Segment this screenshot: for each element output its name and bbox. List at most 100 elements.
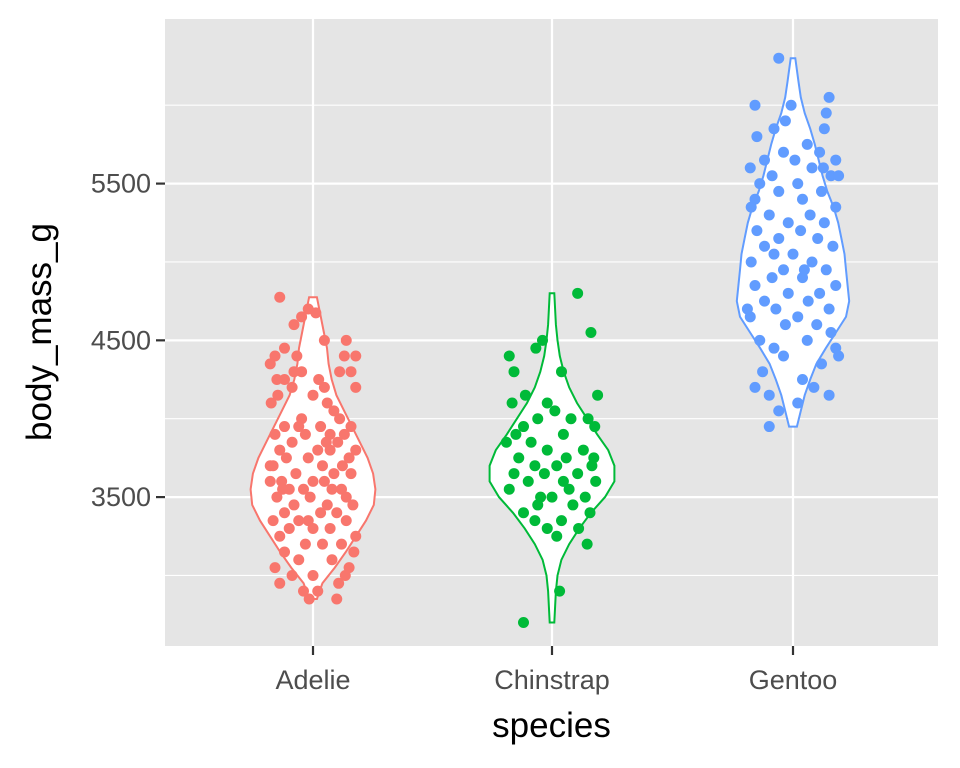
data-point <box>293 554 305 566</box>
data-point <box>350 444 362 456</box>
data-point <box>581 538 593 550</box>
y-tick-label: 5500 <box>91 169 151 199</box>
data-point <box>529 515 541 527</box>
data-point <box>818 217 830 229</box>
data-point <box>557 428 569 440</box>
data-point <box>798 264 810 276</box>
data-point <box>792 311 804 323</box>
data-point <box>754 178 766 190</box>
data-point <box>757 366 769 378</box>
data-point <box>529 460 541 472</box>
data-point <box>754 334 766 346</box>
data-point <box>271 374 283 386</box>
data-point <box>288 499 300 511</box>
data-point <box>789 154 801 166</box>
data-point <box>565 413 577 425</box>
y-axis-title: body_mass_g <box>20 223 59 441</box>
data-point <box>336 538 347 550</box>
data-point <box>530 342 542 354</box>
data-point <box>830 279 842 291</box>
data-point <box>331 593 343 605</box>
data-point <box>264 460 276 472</box>
data-point <box>307 389 319 401</box>
x-tick-label: Chinstrap <box>494 665 610 695</box>
data-point <box>334 413 346 425</box>
data-point <box>768 123 780 135</box>
data-point <box>749 381 761 393</box>
data-point <box>808 381 820 393</box>
x-tick-label: Gentoo <box>749 665 838 695</box>
data-point <box>763 421 775 433</box>
data-point <box>589 421 601 433</box>
data-point <box>817 162 829 174</box>
data-point <box>274 444 286 456</box>
data-point <box>291 350 303 362</box>
data-point <box>560 452 572 464</box>
data-point <box>303 593 315 605</box>
data-point <box>296 366 308 378</box>
data-point <box>519 389 531 401</box>
data-point <box>792 178 804 190</box>
data-point <box>315 507 327 519</box>
data-point <box>299 428 311 440</box>
data-point <box>797 193 808 205</box>
data-point <box>749 279 761 291</box>
data-point <box>503 483 515 495</box>
data-point <box>350 381 362 393</box>
data-point <box>745 201 757 213</box>
y-tick-label: 3500 <box>91 482 151 512</box>
data-point <box>336 460 348 472</box>
data-point <box>296 311 308 323</box>
data-point <box>787 248 799 260</box>
data-point <box>279 421 290 433</box>
data-point <box>500 436 512 448</box>
data-point <box>318 475 330 487</box>
data-point <box>345 468 357 480</box>
data-point <box>592 389 604 401</box>
data-point <box>759 154 770 166</box>
data-point <box>286 569 298 581</box>
data-point <box>525 436 537 448</box>
data-point <box>830 154 842 166</box>
data-point <box>334 366 346 378</box>
data-point <box>302 452 314 464</box>
data-point <box>551 530 563 542</box>
data-point <box>551 460 563 472</box>
y-axis: 3500 4500 5500 <box>91 169 165 512</box>
data-point <box>274 577 286 589</box>
data-point <box>288 366 300 378</box>
data-point <box>768 342 780 354</box>
data-point <box>264 475 276 487</box>
data-point <box>339 569 351 581</box>
data-point <box>744 162 756 174</box>
data-point <box>304 491 316 503</box>
jitter-points <box>264 52 845 628</box>
data-point <box>773 52 785 64</box>
data-point <box>317 460 328 472</box>
data-point <box>773 405 785 417</box>
data-point <box>573 522 585 534</box>
data-point <box>324 444 336 456</box>
data-point <box>326 554 338 566</box>
data-point <box>350 350 362 362</box>
data-point <box>279 374 290 386</box>
data-point <box>310 307 322 319</box>
data-point <box>317 538 328 550</box>
data-point <box>763 389 775 401</box>
data-point <box>823 389 835 401</box>
data-point <box>766 272 778 284</box>
data-point <box>286 436 298 448</box>
data-point <box>518 507 529 519</box>
data-point <box>340 515 352 527</box>
data-point <box>554 585 566 597</box>
data-point <box>556 515 567 527</box>
data-point <box>820 264 832 276</box>
data-point <box>759 240 770 252</box>
data-point <box>333 577 345 589</box>
data-point <box>567 499 579 511</box>
data-point <box>778 146 789 158</box>
data-point <box>546 491 558 503</box>
data-point <box>347 499 359 511</box>
data-point <box>508 366 520 378</box>
data-point <box>271 491 283 503</box>
